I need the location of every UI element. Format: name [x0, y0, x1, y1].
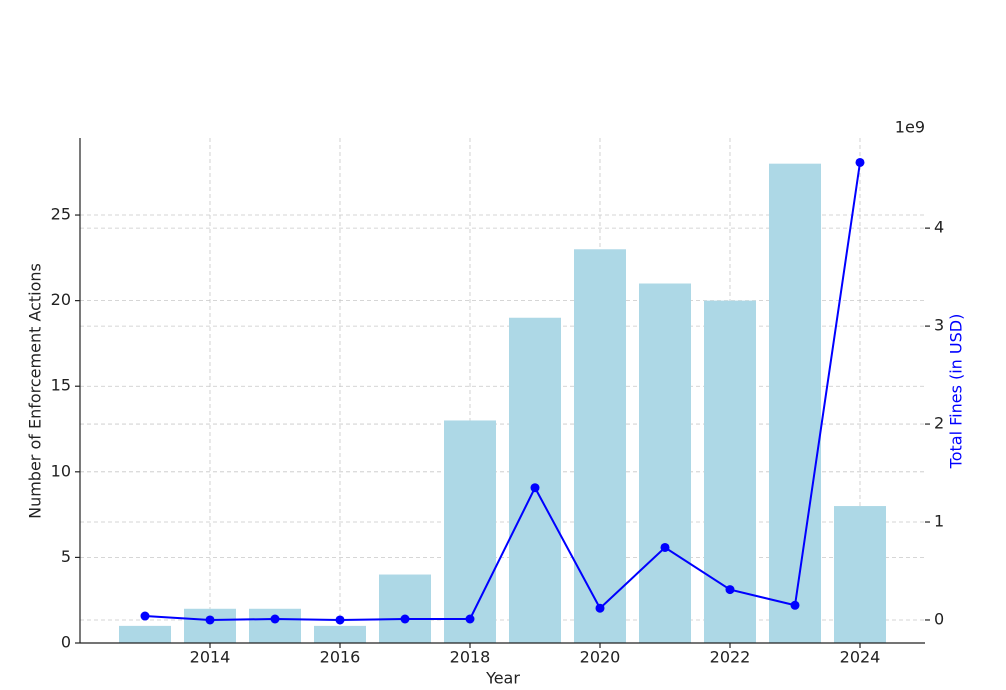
y2-tick-label: 3 — [934, 316, 944, 335]
x-tick-label: 2024 — [840, 648, 881, 667]
bar — [834, 506, 886, 643]
line-marker — [530, 483, 540, 493]
x-axis-label: Year — [485, 669, 520, 688]
line-marker — [790, 600, 800, 610]
y-tick-label: 10 — [51, 461, 71, 480]
line-marker — [140, 611, 150, 621]
y2-tick-label: 1 — [934, 512, 944, 531]
bar — [444, 420, 496, 643]
bar — [639, 283, 691, 643]
y2-tick-label: 2 — [934, 414, 944, 433]
bar — [379, 574, 431, 643]
x-tick-label: 2016 — [320, 648, 361, 667]
marks — [119, 157, 886, 643]
y-tick-label: 15 — [51, 376, 71, 395]
x-tick-label: 2014 — [190, 648, 231, 667]
y-tick-label: 0 — [61, 633, 71, 652]
bar — [574, 249, 626, 643]
bar — [314, 625, 366, 643]
line-marker — [855, 157, 865, 167]
y2-tick-label: 4 — [934, 218, 944, 237]
bar — [119, 625, 171, 643]
y-tick-label: 20 — [51, 290, 71, 309]
bar — [249, 608, 301, 643]
y-axis-label: Number of Enforcement Actions — [26, 263, 45, 519]
x-tick-label: 2018 — [450, 648, 491, 667]
bar — [184, 608, 236, 643]
axes: 2014 2016 2018 2020 2022 2024 0 5 10 15 20 25 0 1 2 3 4 — [51, 138, 944, 667]
line-marker — [205, 615, 215, 625]
y2-tick-label: 0 — [934, 609, 944, 628]
line-marker — [725, 585, 735, 595]
y2-axis-label: Total Fines (in USD) — [947, 314, 966, 470]
bar — [509, 317, 561, 643]
line-marker — [595, 603, 605, 613]
line-marker — [465, 614, 475, 624]
line-marker — [660, 542, 670, 552]
line-marker — [400, 614, 410, 624]
y-tick-label: 5 — [61, 547, 71, 566]
x-tick-label: 2020 — [580, 648, 621, 667]
y2-offset-label: 1e9 — [895, 118, 925, 137]
line-marker — [270, 614, 280, 624]
y-tick-label: 25 — [51, 205, 71, 224]
line — [144, 162, 861, 621]
x-tick-label: 2022 — [710, 648, 751, 667]
bar — [769, 163, 821, 643]
line-marker — [335, 615, 345, 625]
